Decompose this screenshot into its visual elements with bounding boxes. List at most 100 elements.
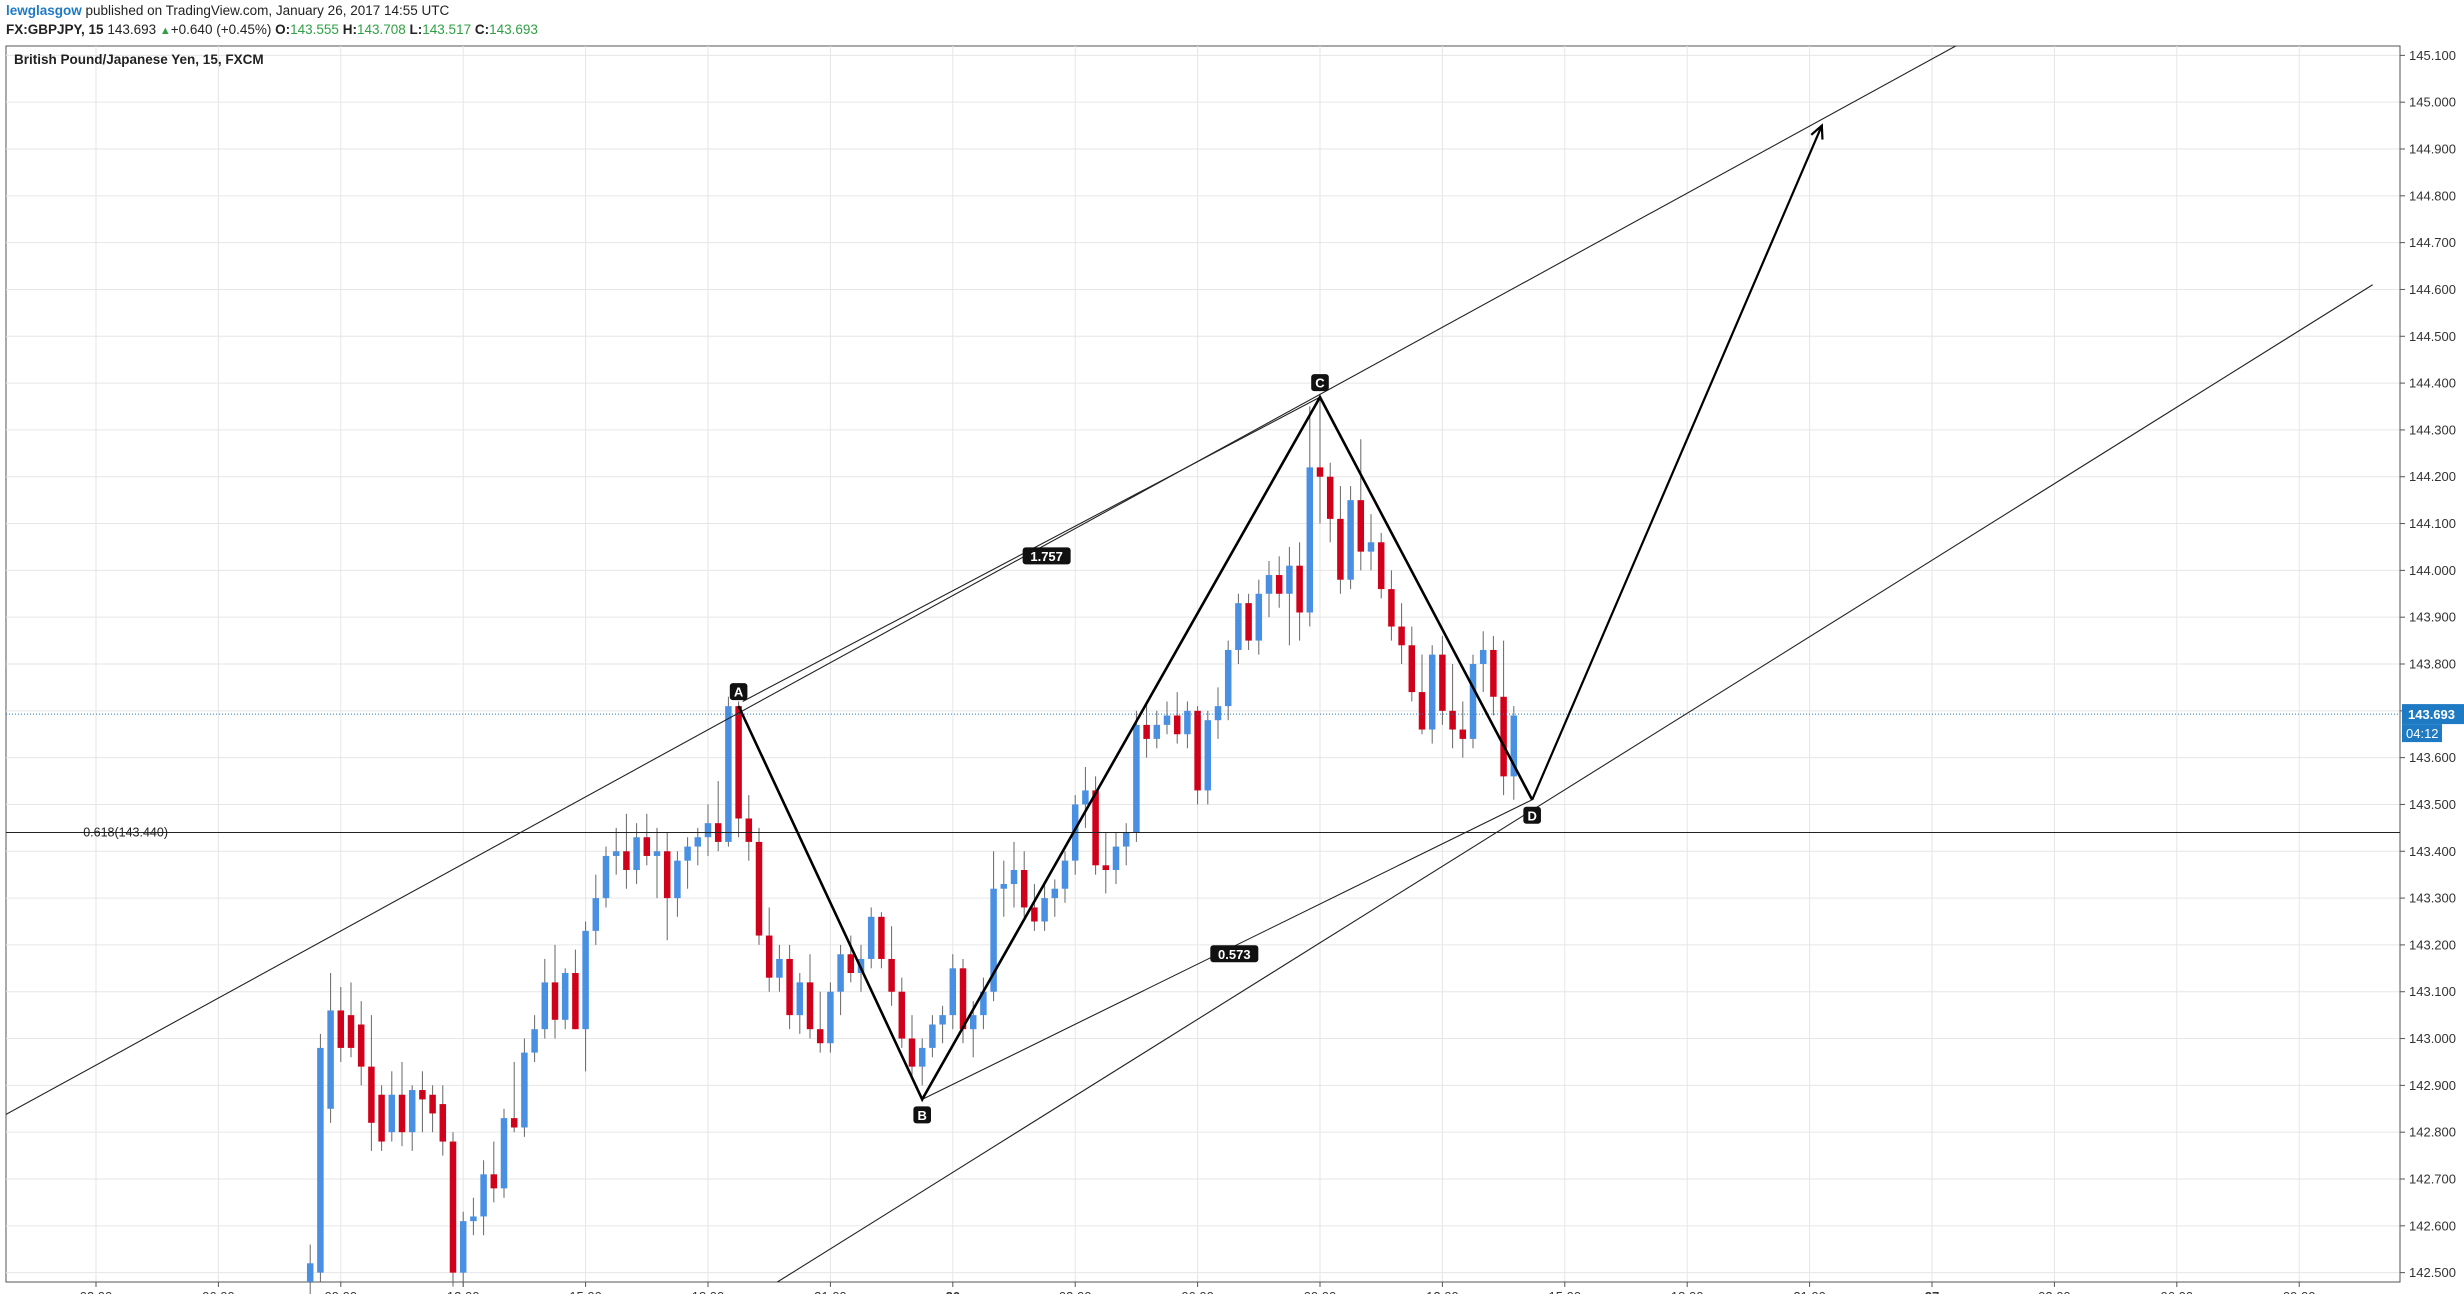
- candle-body: [602, 855, 610, 899]
- levels: 0.618(143.440): [6, 713, 2400, 840]
- candle: [398, 1061, 406, 1147]
- y-tick-label: 143.300: [2409, 891, 2456, 906]
- y-tick-label: 143.400: [2409, 844, 2456, 859]
- candle: [541, 958, 549, 1039]
- candle: [643, 813, 651, 866]
- candle: [745, 795, 753, 861]
- x-tick-label: 26: [946, 1289, 960, 1294]
- x-tick-label: 06:00: [2161, 1289, 2194, 1294]
- candle: [1439, 635, 1446, 725]
- y-tick-label: 144.100: [2409, 516, 2456, 531]
- price-axis[interactable]: 142.500 142.600 142.700 142.800 142.900 143.0…: [2399, 46, 2464, 1282]
- candle: [1112, 832, 1120, 885]
- candle-body: [1102, 865, 1110, 870]
- candle: [725, 696, 732, 847]
- candle-body: [1347, 500, 1354, 580]
- change-up-arrow-icon: ▲: [159, 25, 171, 37]
- candle: [368, 1015, 375, 1151]
- candle-body: [1010, 870, 1018, 885]
- candle: [378, 1085, 385, 1151]
- candle-body: [1082, 790, 1089, 805]
- y-tick-label: 142.500: [2409, 1265, 2456, 1280]
- candle: [990, 851, 997, 1002]
- candle-body: [551, 982, 559, 1020]
- y-tick-label: 145.000: [2409, 95, 2456, 110]
- candle: [704, 804, 712, 856]
- candle-body: [327, 1010, 334, 1109]
- candle-body: [674, 860, 681, 899]
- ratio-label: 0.573: [1218, 947, 1251, 962]
- y-tick-label: 145.100: [2409, 48, 2456, 63]
- x-tick-label: 03:00: [1059, 1289, 1092, 1294]
- author-link[interactable]: lewglasgow: [6, 3, 82, 18]
- candle: [347, 982, 355, 1058]
- candle-body: [419, 1090, 426, 1100]
- candle: [1051, 879, 1059, 917]
- candle: [1326, 462, 1334, 543]
- x-tick-label: 09:00: [1304, 1289, 1337, 1294]
- candle: [459, 1211, 467, 1287]
- candle-body: [653, 851, 661, 856]
- x-tick-label: 03:00: [2038, 1289, 2071, 1294]
- candle-body: [1459, 729, 1467, 739]
- candle: [1418, 654, 1426, 735]
- publish-text: published on TradingView.com, January 26…: [81, 3, 450, 18]
- y-tick-label: 143.100: [2409, 984, 2456, 999]
- y-tick-label: 144.600: [2409, 282, 2456, 297]
- y-tick-label: 143.800: [2409, 657, 2456, 672]
- candle: [1377, 532, 1385, 599]
- candle-body: [398, 1094, 406, 1133]
- candle-body: [357, 1024, 365, 1067]
- candle: [816, 991, 824, 1053]
- price-badge: 143.693: [2408, 707, 2455, 722]
- candle-body: [1041, 898, 1048, 922]
- time-axis[interactable]: 03:00 06:00 09:00 12:00 15:00 18:00 21:00 26 03:…: [6, 1281, 2400, 1294]
- candle-body: [1469, 664, 1477, 739]
- candle: [357, 1001, 365, 1086]
- candle-body: [521, 1052, 528, 1128]
- candle: [419, 1071, 426, 1133]
- y-tick-label: 144.400: [2409, 376, 2456, 391]
- candle-body: [1265, 575, 1273, 594]
- candle: [1020, 851, 1028, 917]
- candle: [388, 1071, 396, 1142]
- ratio-label-bg: [1210, 945, 1259, 963]
- candle: [765, 907, 773, 992]
- open-label: O:: [275, 22, 291, 37]
- candle: [1153, 710, 1161, 749]
- candle-body: [643, 837, 651, 856]
- candle-body: [745, 818, 753, 842]
- x-tick-label: 12:00: [1426, 1289, 1459, 1294]
- candle-body: [806, 982, 814, 1030]
- candle-body: [612, 851, 620, 856]
- trend-line: [6, 46, 1957, 1116]
- candle: [1184, 701, 1191, 749]
- candles: [306, 397, 1518, 1294]
- chart-title: British Pound/Japanese Yen, 15, FXCM: [14, 52, 264, 67]
- close-label: C:: [474, 22, 490, 37]
- candle: [572, 949, 579, 1030]
- candle-body: [735, 706, 742, 819]
- symbol-info: FX:GBPJPY, 15 143.693 ▲+0.640 (+0.45%) O…: [6, 22, 538, 37]
- candle: [674, 851, 681, 917]
- candle-body: [449, 1141, 457, 1273]
- candle: [510, 1061, 518, 1133]
- candle-body: [929, 1024, 936, 1048]
- candle: [1388, 570, 1395, 641]
- candle: [1490, 635, 1497, 716]
- candle: [684, 837, 691, 889]
- candle-body: [1296, 565, 1303, 613]
- y-tick-label: 143.200: [2409, 937, 2456, 952]
- candle: [1500, 640, 1507, 796]
- candle-body: [1020, 870, 1028, 908]
- candle-body: [1133, 724, 1140, 833]
- candle-body: [1500, 696, 1507, 777]
- y-tick-label: 144.500: [2409, 329, 2456, 344]
- candle-body: [531, 1029, 538, 1053]
- candle-body: [694, 837, 702, 847]
- candle-body: [684, 846, 691, 861]
- candle-body: [429, 1094, 436, 1114]
- candle-body: [1031, 907, 1038, 922]
- x-tick-label: 09:00: [325, 1289, 358, 1294]
